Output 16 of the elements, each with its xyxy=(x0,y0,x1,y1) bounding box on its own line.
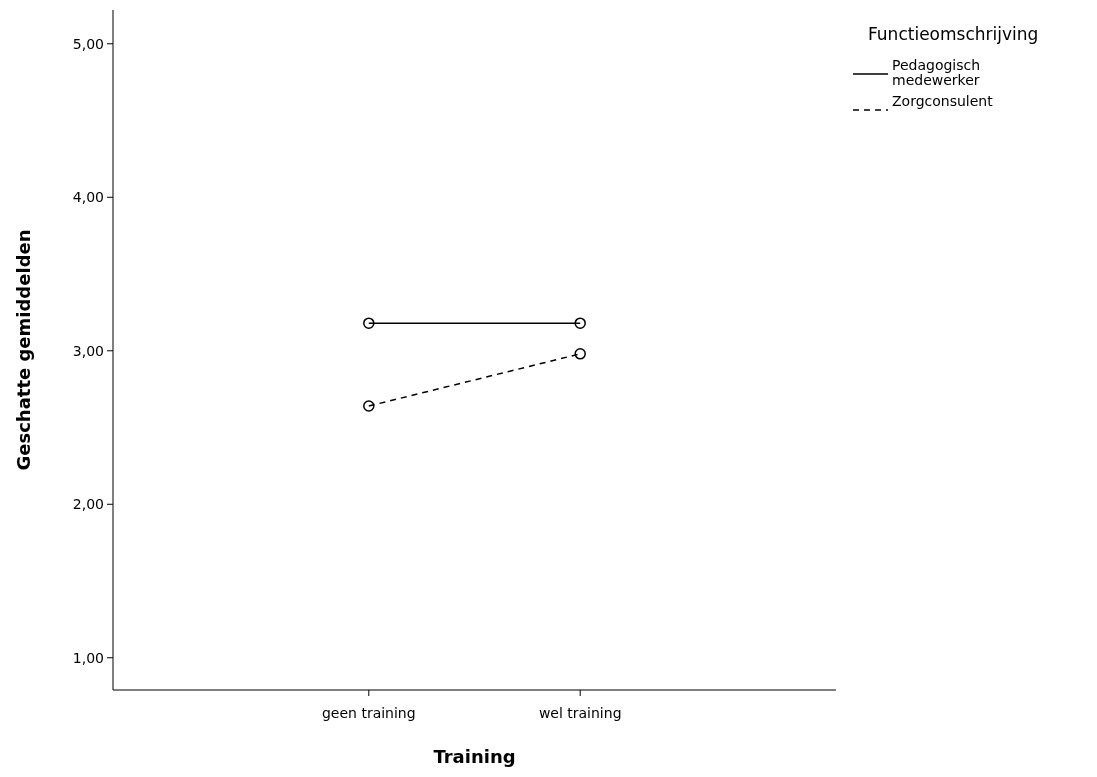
legend-label: Zorgconsulent xyxy=(892,93,994,109)
y-tick-label: 4,00 xyxy=(72,189,104,206)
y-axis-title: Geschatte gemiddelden xyxy=(13,229,34,471)
point xyxy=(574,317,586,329)
point xyxy=(363,400,375,412)
legend-title: Functieomschrijving xyxy=(868,24,1039,44)
y-tick-label: 1,00 xyxy=(72,649,104,666)
y-tick-label: 5,00 xyxy=(72,35,104,52)
point xyxy=(363,317,375,329)
x-tick-label: wel training xyxy=(538,705,622,721)
y-tick-label: 2,00 xyxy=(72,496,104,513)
x-axis-title: Training xyxy=(433,746,516,767)
x-tick-label: geen training xyxy=(321,705,416,721)
y-tick-label: 3,00 xyxy=(72,342,104,359)
legend-label: Pedagogisch medewerker xyxy=(892,57,981,88)
point xyxy=(574,348,586,360)
